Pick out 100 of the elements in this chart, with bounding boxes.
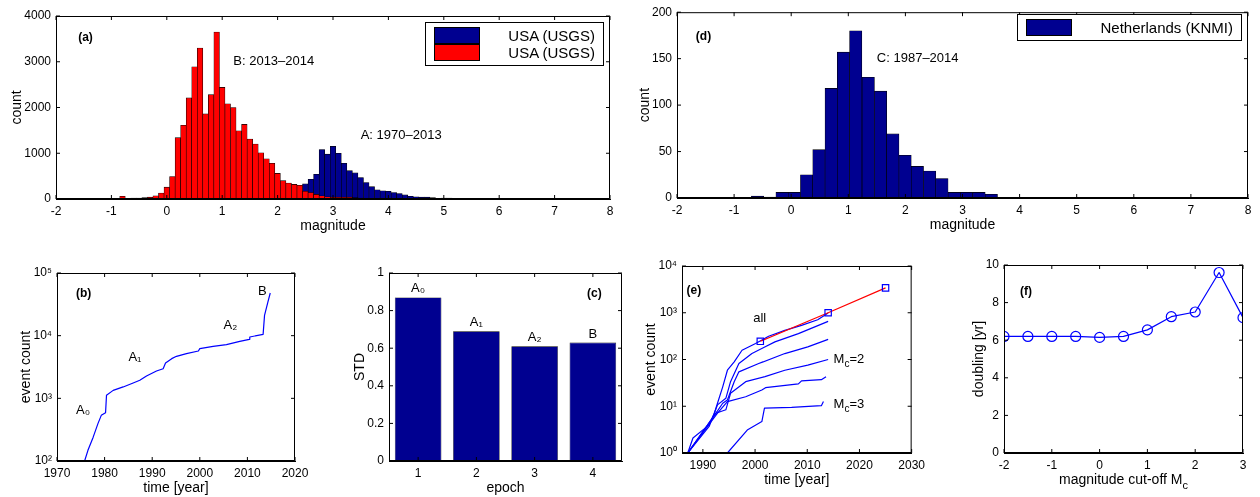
y-tick-label: 2000: [24, 99, 52, 114]
x-tick-label: 2: [902, 202, 910, 217]
y-tick-label: 1: [377, 265, 385, 280]
x-tick-label: 4: [1016, 202, 1024, 217]
x-tick-label: 1: [414, 465, 422, 480]
x-tick-label: 8: [606, 203, 614, 218]
x-tick-label: 6: [495, 203, 503, 218]
annotation: A₁: [128, 349, 143, 365]
x-tick-label: 2020: [281, 465, 309, 480]
x-tick-label: 2010: [793, 457, 821, 472]
legend-label: Netherlands (KNMI): [1100, 19, 1233, 36]
annotation: (f): [1020, 283, 1033, 298]
x-tick-label: 2000: [741, 457, 769, 472]
x-tick-label: 7: [1187, 202, 1195, 217]
x-tick-label: 3: [329, 203, 337, 218]
y-axis-title: STD: [351, 353, 368, 381]
y-tick-label: 200: [651, 4, 673, 19]
y-tick-label: 3000: [24, 54, 52, 69]
y-tick-label: 0.6: [367, 340, 385, 355]
annotation: B: [588, 325, 598, 341]
y-axis-title: event count: [17, 330, 34, 404]
y-tick-label: 50: [658, 143, 673, 158]
annotation: A₂: [527, 329, 542, 345]
legend-label: USA (USGS): [508, 44, 595, 61]
annotation: (b): [76, 285, 92, 300]
annotation: C: 1987–2014: [876, 50, 959, 66]
y-tick-label: 4: [992, 370, 1000, 385]
y-axis-title: count: [635, 87, 652, 123]
legend-label: USA (USGS): [508, 27, 595, 44]
annotation: A₀: [76, 401, 91, 417]
y-tick-label: 0.2: [367, 415, 385, 430]
y-tick-label: 10³: [34, 390, 52, 405]
x-tick-label: -2: [671, 202, 683, 217]
x-tick-label: -1: [106, 203, 118, 218]
y-tick-label: 10²: [34, 453, 52, 468]
y-tick-label: 0.4: [367, 378, 385, 393]
annotation: (e): [686, 282, 702, 297]
y-tick-label: 10⁵: [33, 265, 53, 280]
x-tick-label: 0: [163, 203, 171, 218]
y-tick-label: 0: [44, 191, 52, 206]
y-tick-label: 10¹: [659, 398, 677, 413]
x-tick-label: 2010: [234, 465, 262, 480]
y-tick-label: 4000: [24, 8, 52, 23]
y-axis-title: doubling [yr]: [969, 320, 986, 398]
x-axis-title: epoch: [486, 479, 525, 495]
x-tick-label: 3: [531, 465, 539, 480]
x-tick-label: -2: [50, 203, 62, 218]
y-tick-label: 10³: [659, 305, 677, 320]
y-tick-label: 0: [992, 445, 1000, 460]
x-tick-label: 1970: [43, 465, 71, 480]
x-tick-label: 1990: [138, 465, 166, 480]
x-tick-label: -1: [728, 202, 740, 217]
annotation: B: 2013–2014: [233, 53, 315, 69]
x-axis-title: time [year]: [143, 479, 209, 495]
annotation: A: 1970–2013: [360, 126, 442, 142]
y-tick-label: 2: [992, 407, 1000, 422]
x-tick-label: 2030: [898, 457, 926, 472]
annotation: B: [258, 283, 267, 299]
x-tick-label: 5: [1073, 202, 1081, 217]
x-tick-label: -2: [998, 457, 1010, 472]
x-tick-label: 5: [440, 203, 448, 218]
y-tick-label: 1000: [24, 145, 52, 160]
x-tick-label: 6: [1130, 202, 1138, 217]
y-tick-label: 6: [992, 332, 1000, 347]
x-tick-label: 2020: [846, 457, 874, 472]
y-axis-title: count: [8, 90, 25, 125]
annotation: (d): [695, 28, 712, 43]
y-tick-label: 0: [665, 190, 673, 205]
x-tick-label: 2: [1191, 457, 1199, 472]
x-tick-label: 1: [1144, 457, 1152, 472]
x-tick-label: 8: [1244, 202, 1252, 217]
annotation: A₀: [411, 280, 426, 296]
x-tick-label: 2: [473, 465, 481, 480]
x-tick-label: 1980: [91, 465, 119, 480]
annotation: A₂: [223, 317, 238, 333]
annotation: (c): [587, 285, 602, 300]
y-tick-label: 10⁰: [659, 445, 677, 460]
x-tick-label: 3: [1239, 457, 1247, 472]
annotation: A₁: [469, 314, 484, 330]
y-tick-label: 10⁴: [33, 327, 52, 342]
annotation: all: [753, 309, 767, 325]
x-tick-label: 4: [589, 465, 597, 480]
x-tick-label: 1: [844, 202, 852, 217]
x-tick-label: 7: [551, 203, 559, 218]
annotation: (a): [78, 30, 93, 45]
x-tick-label: -1: [1046, 457, 1058, 472]
x-axis-title: magnitude: [300, 217, 366, 233]
x-tick-label: 1990: [689, 457, 717, 472]
x-tick-label: 3: [959, 202, 967, 217]
y-tick-label: 150: [651, 50, 673, 65]
y-tick-label: 10²: [659, 351, 677, 366]
y-axis-title: event count: [642, 323, 659, 396]
x-axis-title: time [year]: [764, 471, 830, 487]
y-tick-label: 0.8: [367, 302, 385, 317]
y-tick-label: 8: [992, 294, 1000, 309]
x-tick-label: 2: [274, 203, 282, 218]
x-tick-label: 1: [218, 203, 226, 218]
x-tick-label: 0: [787, 202, 795, 217]
y-tick-label: 10: [985, 257, 1000, 272]
x-tick-label: 2000: [186, 465, 214, 480]
